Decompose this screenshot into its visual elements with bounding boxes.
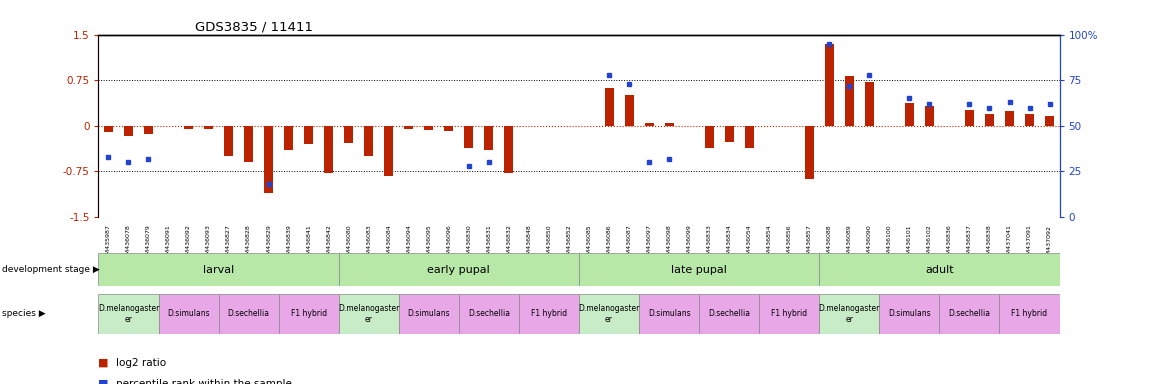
- Bar: [639, 294, 699, 334]
- Bar: [865, 82, 874, 126]
- Text: log2 ratio: log2 ratio: [116, 358, 166, 368]
- Text: D.melanogaster
er: D.melanogaster er: [819, 304, 880, 324]
- Bar: [344, 126, 353, 143]
- Text: D.sechellia: D.sechellia: [709, 310, 750, 318]
- Bar: [604, 88, 614, 126]
- Text: F1 hybrid: F1 hybrid: [291, 310, 327, 318]
- Bar: [264, 126, 273, 193]
- Bar: [225, 126, 233, 156]
- Bar: [579, 253, 819, 286]
- Bar: [985, 114, 994, 126]
- Text: F1 hybrid: F1 hybrid: [1011, 310, 1048, 318]
- Bar: [1005, 111, 1014, 126]
- Bar: [219, 294, 279, 334]
- Bar: [939, 294, 999, 334]
- Bar: [579, 294, 639, 334]
- Text: ■: ■: [98, 358, 109, 368]
- Bar: [98, 294, 159, 334]
- Bar: [124, 126, 133, 136]
- Bar: [904, 103, 914, 126]
- Text: F1 hybrid: F1 hybrid: [771, 310, 807, 318]
- Text: D.melanogaster
er: D.melanogaster er: [338, 304, 400, 324]
- Bar: [819, 294, 879, 334]
- Bar: [645, 123, 653, 126]
- Bar: [305, 126, 313, 144]
- Bar: [819, 253, 1060, 286]
- Bar: [459, 294, 519, 334]
- Bar: [624, 95, 633, 126]
- Bar: [1045, 116, 1054, 126]
- Bar: [760, 294, 819, 334]
- Text: D.simulans: D.simulans: [888, 310, 931, 318]
- Text: development stage ▶: development stage ▶: [2, 265, 100, 274]
- Bar: [144, 126, 153, 134]
- Bar: [445, 126, 453, 131]
- Text: F1 hybrid: F1 hybrid: [530, 310, 567, 318]
- Bar: [338, 294, 398, 334]
- Text: D.simulans: D.simulans: [647, 310, 690, 318]
- Text: D.melanogaster
er: D.melanogaster er: [578, 304, 639, 324]
- Bar: [464, 126, 474, 148]
- Bar: [805, 126, 814, 179]
- Text: GDS3835 / 11411: GDS3835 / 11411: [195, 20, 313, 33]
- Bar: [879, 294, 939, 334]
- Bar: [925, 106, 933, 126]
- Bar: [365, 126, 373, 156]
- Bar: [845, 76, 853, 126]
- Text: D.sechellia: D.sechellia: [228, 310, 270, 318]
- Bar: [725, 126, 734, 142]
- Bar: [159, 294, 219, 334]
- Bar: [484, 126, 493, 150]
- Bar: [104, 126, 113, 132]
- Text: ■: ■: [98, 379, 109, 384]
- Bar: [384, 126, 394, 175]
- Bar: [999, 294, 1060, 334]
- Text: larval: larval: [203, 265, 234, 275]
- Text: D.simulans: D.simulans: [167, 310, 210, 318]
- Bar: [98, 253, 338, 286]
- Bar: [398, 294, 459, 334]
- Bar: [184, 126, 193, 129]
- Bar: [665, 123, 674, 126]
- Text: D.sechellia: D.sechellia: [948, 310, 990, 318]
- Bar: [505, 126, 513, 173]
- Bar: [1025, 114, 1034, 126]
- Bar: [338, 253, 579, 286]
- Bar: [824, 44, 834, 126]
- Bar: [705, 126, 713, 148]
- Bar: [519, 294, 579, 334]
- Text: D.melanogaster
er: D.melanogaster er: [97, 304, 159, 324]
- Bar: [284, 126, 293, 150]
- Text: late pupal: late pupal: [672, 265, 727, 275]
- Text: species ▶: species ▶: [2, 310, 46, 318]
- Bar: [204, 126, 213, 129]
- Text: adult: adult: [925, 265, 954, 275]
- Text: D.sechellia: D.sechellia: [468, 310, 510, 318]
- Bar: [244, 126, 254, 162]
- Bar: [404, 126, 413, 129]
- Text: percentile rank within the sample: percentile rank within the sample: [116, 379, 292, 384]
- Bar: [324, 126, 334, 173]
- Bar: [745, 126, 754, 148]
- Text: D.simulans: D.simulans: [408, 310, 450, 318]
- Bar: [279, 294, 338, 334]
- Bar: [965, 110, 974, 126]
- Bar: [699, 294, 760, 334]
- Bar: [424, 126, 433, 130]
- Text: early pupal: early pupal: [427, 265, 490, 275]
